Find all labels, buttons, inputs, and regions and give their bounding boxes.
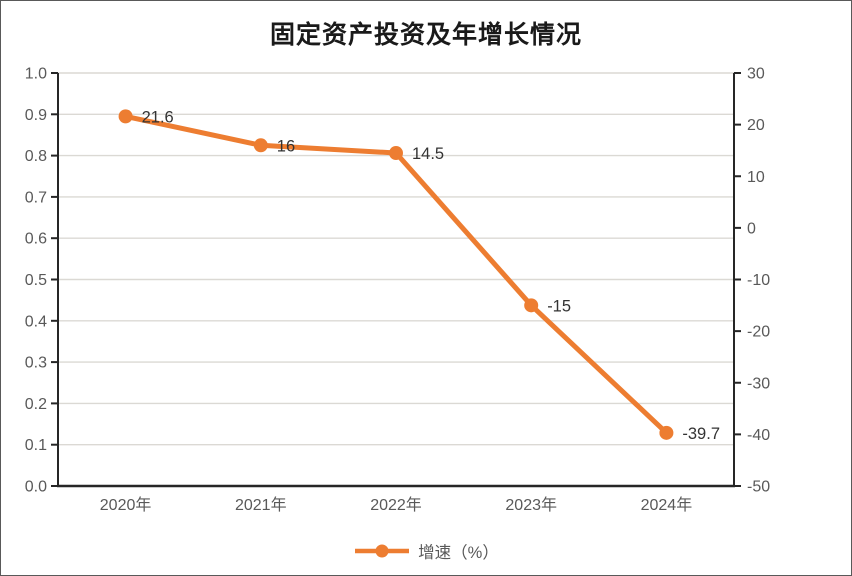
x-axis-tick-label: 2024年 bbox=[641, 496, 693, 514]
y-axis-left-tick-label: 0.1 bbox=[25, 437, 47, 454]
y-axis-left-tick-label: 0.0 bbox=[25, 479, 47, 496]
series-line bbox=[123, 113, 669, 436]
data-point-label: -39.7 bbox=[682, 425, 720, 443]
legend-line-marker-icon bbox=[355, 544, 410, 558]
data-point-label: 21.6 bbox=[142, 108, 174, 126]
y-axis-right-tick-label: 0 bbox=[747, 220, 756, 237]
y-axis-right-tick-label: -40 bbox=[747, 427, 770, 444]
x-axis-tick-label: 2023年 bbox=[505, 496, 557, 514]
y-axis-left-tick-label: 0.9 bbox=[25, 107, 47, 124]
y-axis-right-tick-label: -50 bbox=[747, 479, 770, 496]
y-axis-right-tick-label: 20 bbox=[747, 117, 765, 134]
y-axis-left-tick-label: 1.0 bbox=[25, 66, 47, 83]
data-point-marker bbox=[524, 298, 539, 313]
legend-marker-sample bbox=[375, 544, 389, 558]
data-point-label: -15 bbox=[547, 297, 571, 315]
y-axis-right-tick-label: 30 bbox=[747, 66, 765, 83]
y-axis-right-tick-label: -10 bbox=[747, 272, 770, 289]
data-point-marker bbox=[253, 138, 268, 153]
y-axis-right-tick-label: -30 bbox=[747, 375, 770, 392]
data-point-label: 16 bbox=[277, 137, 295, 155]
y-axis-left-tick-label: 0.8 bbox=[25, 148, 47, 165]
y-axis-left-tick-label: 0.4 bbox=[25, 313, 47, 330]
y-axis-left-tick-label: 0.2 bbox=[25, 396, 47, 413]
y-axis-right-tick-label: -20 bbox=[747, 324, 770, 341]
y-axis-left-tick-label: 0.3 bbox=[25, 355, 47, 372]
x-axis-tick-label: 2022年 bbox=[370, 496, 422, 514]
x-axis-tick-label: 2021年 bbox=[235, 496, 287, 514]
chart-title: 固定资产投资及年增长情况 bbox=[269, 21, 582, 49]
legend-label: 增速（%） bbox=[418, 544, 499, 562]
data-point-marker bbox=[118, 109, 133, 124]
y-axis-right-tick-label: 10 bbox=[747, 169, 765, 186]
y-axis-left-tick-label: 0.6 bbox=[25, 231, 47, 248]
data-point-marker bbox=[659, 425, 674, 440]
x-axis-tick-label: 2020年 bbox=[100, 496, 152, 514]
legend: 增速（%） bbox=[1, 539, 851, 563]
y-axis-left-tick-label: 0.7 bbox=[25, 189, 47, 206]
data-point-marker bbox=[389, 146, 403, 161]
data-point-label: 14.5 bbox=[412, 145, 444, 163]
y-axis-left-tick-label: 0.5 bbox=[25, 272, 47, 289]
